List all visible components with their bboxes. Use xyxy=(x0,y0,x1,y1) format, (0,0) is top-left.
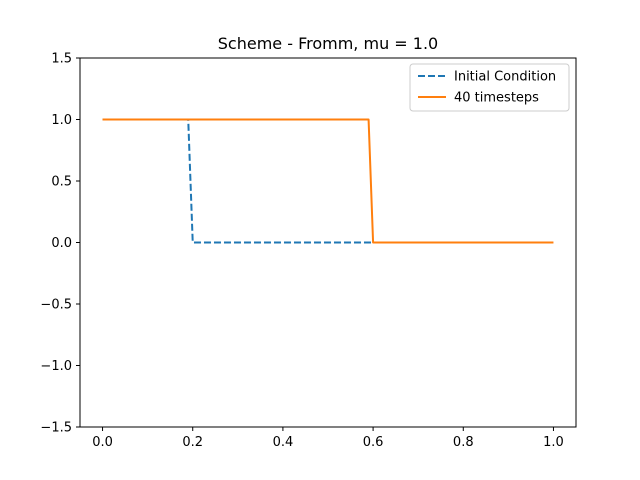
chart-title: Scheme - Fromm, mu = 1.0 xyxy=(218,34,438,53)
series-layer xyxy=(102,118,554,244)
y-tick-label: 1.5 xyxy=(51,52,72,67)
legend-box xyxy=(409,63,570,112)
y-tick-label: 0.0 xyxy=(51,236,72,251)
y-tick-label: −0.5 xyxy=(40,298,72,313)
legend-label-2: 40 timesteps xyxy=(454,91,539,106)
y-tick-label: 1.0 xyxy=(51,113,72,128)
x-axis: 0.0 0.2 0.4 0.6 0.8 1.0 xyxy=(92,427,564,450)
x-tick-label: 0.8 xyxy=(453,435,474,450)
y-tick-label: 0.5 xyxy=(51,175,72,190)
series-line-2 xyxy=(102,118,554,244)
x-tick-label: 0.2 xyxy=(182,435,203,450)
y-tick-label: −1.0 xyxy=(40,359,72,374)
x-tick-label: 1.0 xyxy=(543,435,564,450)
x-tick-label: 0.6 xyxy=(363,435,384,450)
y-tick-label: −1.5 xyxy=(40,421,72,436)
x-tick-label: 0.0 xyxy=(92,435,113,450)
y-axis: −1.5 −1.0 −0.5 0.0 0.5 1.0 1.5 xyxy=(40,52,80,436)
legend: Initial Condition 40 timesteps xyxy=(409,63,570,112)
legend-label-1: Initial Condition xyxy=(454,70,556,85)
x-tick-label: 0.4 xyxy=(273,435,294,450)
